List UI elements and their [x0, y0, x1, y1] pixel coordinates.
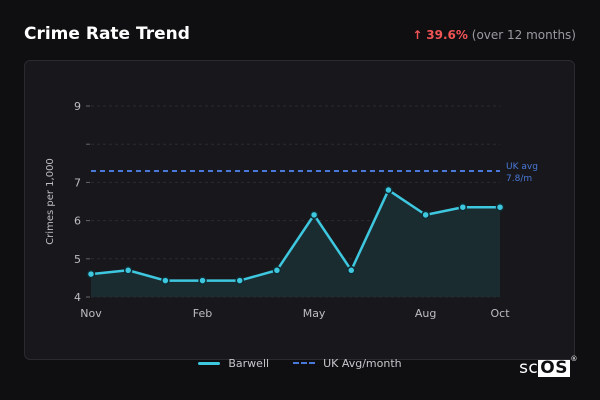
series-line-barwell — [90, 188, 500, 282]
chart-header: Crime Rate Trend ↑ 39.6% (over 12 months… — [24, 24, 576, 50]
legend-swatch-average — [293, 362, 316, 364]
y-tick-label-5: 9 — [74, 100, 81, 113]
trend-up-icon: ↑ — [412, 28, 423, 42]
change-period: (over 12 months) — [471, 28, 576, 42]
legend-label-average: UK Avg/month — [323, 356, 402, 370]
y-tick-label-1: 5 — [74, 253, 81, 266]
change-summary: ↑ 39.6% (over 12 months) — [412, 28, 576, 42]
legend-label-series: Barwell — [228, 356, 270, 370]
y-axis-label: Crimes per 1,000 — [45, 158, 56, 245]
x-tick-label-3: Aug — [415, 307, 436, 320]
data-point-11 — [495, 202, 505, 212]
registered-mark: ® — [570, 355, 578, 363]
data-point-9 — [421, 210, 430, 220]
data-point-10 — [458, 202, 468, 212]
x-tick-label-2: May — [303, 307, 326, 320]
legend-swatch-series — [198, 361, 221, 365]
legend-item-average[interactable]: UK Avg/month — [293, 357, 402, 370]
y-tick-label-2: 6 — [74, 215, 81, 228]
data-point-8 — [384, 185, 393, 195]
x-tick-label-1: Feb — [193, 307, 212, 320]
logo-text: sc — [519, 358, 539, 378]
data-point-0 — [86, 269, 96, 279]
data-point-7 — [347, 266, 356, 275]
data-point-2 — [161, 276, 170, 285]
change-percent: 39.6% — [426, 28, 468, 42]
uk-average-label-line1: UK avg — [506, 162, 538, 172]
data-point-5 — [272, 266, 282, 275]
x-tick-label-4: Oct — [490, 307, 510, 320]
data-point-1 — [123, 266, 133, 275]
y-tick-label-3: 7 — [74, 176, 81, 189]
y-tick-label-0: 4 — [74, 291, 81, 304]
brand-logo: sc OS ® — [519, 355, 577, 378]
x-tick-label-0: Nov — [80, 307, 102, 320]
data-point-3 — [198, 276, 207, 285]
legend-item-series[interactable]: Barwell — [198, 357, 269, 370]
chart-legend: Barwell UK Avg/month — [0, 355, 600, 371]
data-point-6 — [309, 210, 319, 220]
data-point-4 — [235, 276, 244, 285]
chart-title: Crime Rate Trend — [24, 24, 190, 44]
uk-average-label-line2: 7.8/m — [506, 174, 532, 184]
logo-box-text: OS — [538, 358, 570, 378]
